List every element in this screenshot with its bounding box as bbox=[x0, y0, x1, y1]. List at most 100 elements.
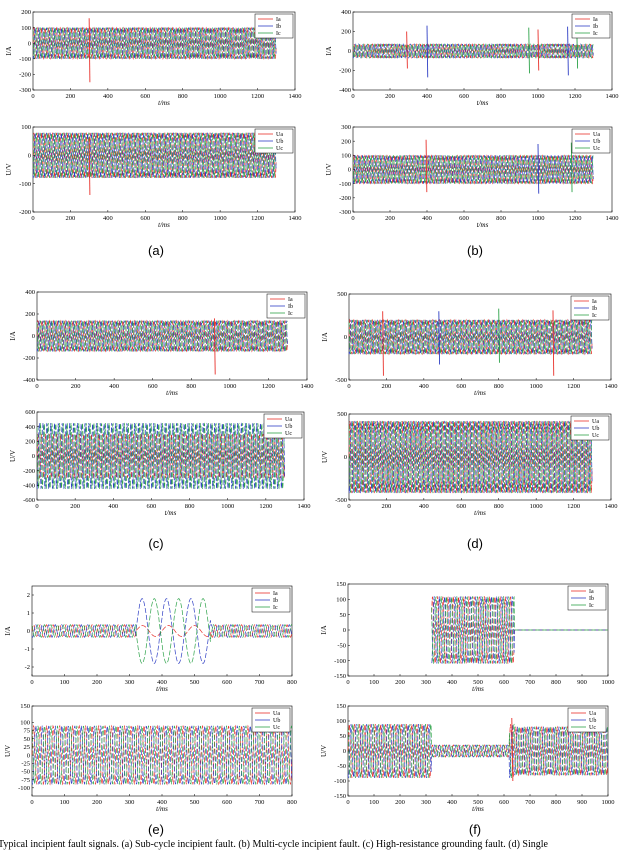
x-tick-label: 0 bbox=[351, 93, 354, 100]
series-line-Ib bbox=[352, 43, 594, 59]
x-tick-label: 500 bbox=[190, 799, 200, 806]
legend-label: Ic bbox=[593, 31, 598, 37]
chart-c-current: 0 200 400 600 800 1000 1200 1400 -400 -200 0 200 400… bbox=[9, 289, 314, 397]
series-line-Ic bbox=[352, 43, 594, 59]
x-tick-label: 800 bbox=[185, 503, 195, 510]
chart-f-current: 0 100 200 300 400 500 600 700 800 900 1000-150-100… bbox=[320, 581, 615, 693]
fault-spike bbox=[567, 26, 569, 76]
y-axis-label: U/V bbox=[320, 745, 328, 757]
x-axis-label: t/ms bbox=[472, 685, 484, 693]
x-tick-label: 0 bbox=[35, 383, 38, 390]
x-tick-label: 1200 bbox=[567, 383, 580, 390]
y-tick-label: -200 bbox=[23, 468, 35, 475]
y-tick-label: 25 bbox=[24, 744, 31, 751]
x-tick-label: 1000 bbox=[214, 93, 227, 100]
fault-spike bbox=[570, 142, 573, 193]
y-tick-label: 100 bbox=[21, 124, 31, 131]
x-tick-label: 400 bbox=[447, 679, 457, 686]
x-tick-label: 200 bbox=[385, 215, 395, 222]
legend-label: Ub bbox=[285, 424, 292, 430]
x-tick-label: 700 bbox=[255, 799, 265, 806]
legend-label: Ib bbox=[273, 598, 278, 604]
x-tick-label: 500 bbox=[473, 679, 483, 686]
y-axis-label: I/A bbox=[325, 46, 333, 55]
y-tick-label: 200 bbox=[341, 29, 351, 36]
y-tick-label: 50 bbox=[24, 736, 31, 743]
y-tick-label: 0 bbox=[32, 333, 35, 340]
y-tick-label: -100 bbox=[334, 778, 346, 785]
x-tick-label: 800 bbox=[494, 503, 504, 510]
x-tick-label: 400 bbox=[422, 93, 432, 100]
panel-label-a: (a) bbox=[148, 243, 164, 258]
x-axis-label: t/ms bbox=[158, 221, 170, 229]
x-tick-label: 800 bbox=[186, 383, 196, 390]
x-tick-label: 800 bbox=[287, 799, 297, 806]
y-tick-label: -150 bbox=[334, 673, 346, 680]
y-tick-label: 200 bbox=[21, 9, 31, 16]
x-tick-label: 0 bbox=[351, 215, 354, 222]
legend-label: Ia bbox=[589, 589, 594, 595]
x-tick-label: 200 bbox=[395, 679, 405, 686]
y-tick-label: -25 bbox=[21, 760, 30, 767]
legend-label: Ub bbox=[276, 139, 283, 145]
y-tick-label: 1 bbox=[27, 610, 30, 617]
y-tick-label: 2 bbox=[27, 592, 30, 599]
x-tick-label: 400 bbox=[447, 799, 457, 806]
x-tick-label: 200 bbox=[92, 799, 102, 806]
y-tick-label: -100 bbox=[19, 56, 31, 63]
y-tick-label: 400 bbox=[341, 9, 351, 16]
x-tick-label: 500 bbox=[190, 679, 200, 686]
x-tick-label: 1000 bbox=[530, 503, 543, 510]
x-tick-label: 800 bbox=[494, 383, 504, 390]
y-tick-label: -200 bbox=[339, 68, 351, 75]
x-tick-label: 300 bbox=[421, 679, 431, 686]
x-tick-label: 200 bbox=[382, 503, 392, 510]
x-axis-label: t/ms bbox=[156, 685, 168, 693]
x-tick-label: 300 bbox=[421, 799, 431, 806]
y-axis-label: U/V bbox=[9, 450, 17, 462]
series-line-Uc bbox=[36, 422, 286, 490]
x-tick-label: 600 bbox=[222, 799, 232, 806]
legend-label: Ic bbox=[592, 313, 597, 319]
x-tick-label: 600 bbox=[140, 215, 150, 222]
legend-label: Ua bbox=[273, 711, 280, 717]
chart-a-voltage: 0 200 400 600 800 1000 1200 1400 -200 -100 0 100 t/m… bbox=[5, 124, 302, 229]
y-tick-label: 75 bbox=[24, 728, 31, 735]
y-tick-label: 400 bbox=[25, 424, 35, 431]
legend-label: Ua bbox=[592, 419, 599, 425]
x-tick-label: 1000 bbox=[602, 679, 615, 686]
series-line-Uc bbox=[32, 132, 277, 179]
x-tick-label: 1200 bbox=[262, 383, 275, 390]
x-tick-label: 1000 bbox=[221, 503, 234, 510]
fault-spike bbox=[438, 311, 441, 365]
y-tick-label: -50 bbox=[337, 643, 346, 650]
series-line-Ub bbox=[348, 420, 593, 494]
x-tick-label: 1200 bbox=[251, 215, 264, 222]
x-axis-label: t/ms bbox=[166, 389, 178, 397]
legend-label: Ib bbox=[589, 596, 594, 602]
y-tick-label: 500 bbox=[337, 411, 347, 418]
x-tick-label: 1400 bbox=[301, 383, 314, 390]
series-line-Ua bbox=[348, 420, 593, 494]
y-axis-label: U/V bbox=[4, 745, 12, 757]
series-line-Ib bbox=[36, 320, 288, 352]
y-tick-label: -50 bbox=[21, 769, 30, 776]
y-tick-label: -150 bbox=[334, 793, 346, 800]
chart-a-current: 0 200 400 600 800 1000 1200 1400 -300 -200 -100 0 10… bbox=[5, 9, 302, 107]
y-axis-label: U/V bbox=[321, 451, 329, 463]
x-tick-label: 600 bbox=[456, 383, 466, 390]
series-line-Ua bbox=[32, 132, 277, 179]
x-tick-label: 800 bbox=[496, 93, 506, 100]
y-tick-label: -300 bbox=[339, 209, 351, 216]
x-tick-label: 1200 bbox=[251, 93, 264, 100]
legend-label: Ic bbox=[288, 311, 293, 317]
chart-f-voltage: 0 100 200 300 400 500 600 700 800 900 1000-150-100… bbox=[320, 703, 615, 813]
y-tick-label: 0 bbox=[28, 153, 31, 160]
y-axis-label: U/V bbox=[5, 163, 13, 175]
x-tick-label: 0 bbox=[31, 215, 34, 222]
